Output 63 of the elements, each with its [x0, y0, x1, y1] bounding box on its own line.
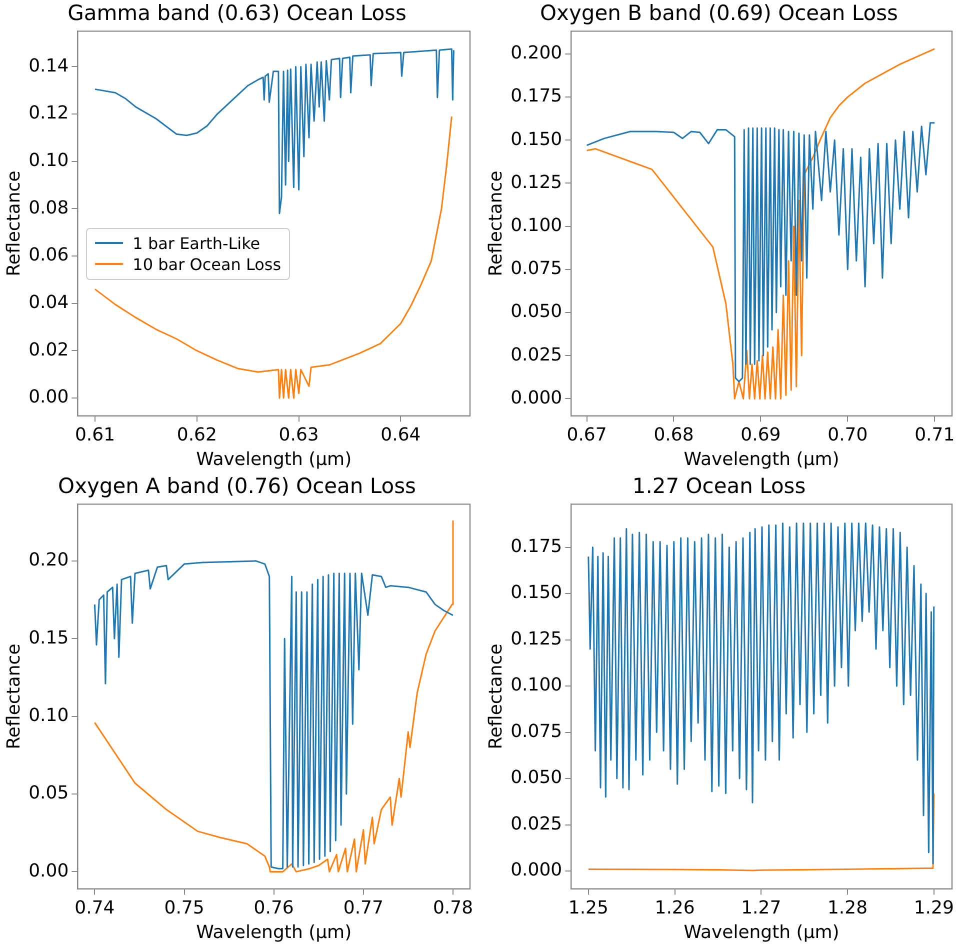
y-tick-label: 0.075	[510, 720, 562, 742]
x-tick-label: 0.61	[74, 424, 116, 446]
chart-title: Oxygen A band (0.76) Ocean Loss	[58, 474, 416, 498]
y-tick-label: 0.125	[510, 628, 562, 650]
y-tick-label: 0.12	[28, 102, 69, 124]
y-tick-label: 0.075	[510, 258, 562, 280]
y-tick-label: 0.125	[510, 172, 562, 193]
y-tick-label: 0.050	[510, 301, 562, 322]
x-tick-label: 0.70	[828, 424, 868, 446]
y-tick-label: 0.200	[510, 42, 562, 64]
x-tick-label: 0.64	[380, 424, 421, 446]
x-axis-title: Wavelength (μm)	[196, 448, 352, 470]
x-tick-label: 0.67	[566, 424, 607, 446]
y-tick-label: 0.000	[510, 860, 562, 881]
y-tick-label: 0.150	[510, 128, 562, 150]
x-tick-label: 0.63	[278, 424, 319, 446]
x-tick-label: 1.29	[914, 897, 954, 918]
y-tick-label: 0.050	[510, 767, 562, 788]
y-tick-label: 0.175	[510, 536, 562, 557]
y-tick-label: 0.175	[510, 86, 562, 107]
y-tick-label: 0.06	[28, 244, 69, 266]
y-tick-label: 0.08	[28, 197, 69, 218]
y-axis-title: Reflectance	[485, 644, 506, 750]
x-tick-label: 0.62	[176, 424, 217, 446]
y-tick-label: 0.15	[28, 627, 69, 648]
x-axis-title: Wavelength (μm)	[684, 448, 840, 470]
chart-title: Oxygen B band (0.69) Ocean Loss	[540, 1, 898, 26]
x-tick-label: 0.69	[740, 424, 781, 446]
x-tick-label: 0.71	[914, 424, 955, 446]
x-tick-label: 1.25	[568, 897, 608, 918]
x-tick-label: 0.68	[654, 424, 694, 446]
x-tick-label: 0.75	[164, 897, 204, 918]
y-tick-label: 0.150	[510, 582, 562, 604]
y-tick-label: 0.10	[28, 704, 69, 726]
y-tick-label: 0.00	[28, 860, 69, 882]
x-tick-label: 1.28	[827, 897, 868, 918]
y-tick-label: 0.02	[28, 339, 69, 360]
y-axis-title: Reflectance	[3, 170, 24, 276]
y-tick-label: 0.20	[28, 550, 69, 571]
x-tick-label: 0.74	[74, 897, 115, 918]
chart-title: Gamma band (0.63) Ocean Loss	[68, 1, 406, 26]
y-tick-label: 0.04	[28, 292, 69, 314]
y-tick-label: 0.10	[28, 150, 69, 172]
x-axis-title: Wavelength (μm)	[196, 922, 352, 943]
x-tick-label: 0.76	[254, 897, 294, 918]
y-axis-title: Reflectance	[3, 644, 24, 750]
y-tick-label: 0.000	[510, 387, 562, 408]
y-axis-title: Reflectance	[485, 170, 506, 276]
legend-label: 1 bar Earth-Like	[132, 234, 260, 252]
x-tick-label: 1.27	[741, 897, 782, 918]
legend-label: 10 bar Ocean Loss	[132, 254, 282, 274]
x-tick-label: 0.77	[343, 897, 384, 918]
chart-title: 1.27 Ocean Loss	[632, 474, 806, 498]
x-tick-label: 0.78	[432, 897, 474, 918]
y-tick-label: 0.00	[28, 386, 69, 408]
x-tick-label: 1.26	[654, 897, 695, 918]
y-tick-label: 0.100	[510, 215, 562, 236]
y-tick-label: 0.025	[510, 344, 562, 366]
y-tick-label: 0.05	[28, 782, 69, 804]
y-tick-label: 0.14	[28, 55, 69, 76]
y-tick-label: 0.025	[510, 813, 562, 834]
y-tick-label: 0.100	[510, 674, 562, 696]
x-axis-title: Wavelength (μm)	[684, 922, 840, 943]
